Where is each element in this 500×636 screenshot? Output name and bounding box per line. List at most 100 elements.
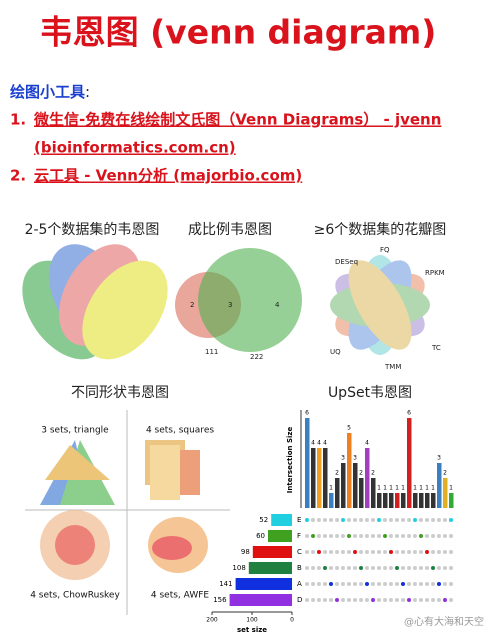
matrix-dot [335,534,339,538]
caption: UpSet韦恩图 [328,385,412,401]
matrix-dot [323,550,327,554]
bar [443,478,448,508]
matrix-dot [437,518,441,522]
matrix-dot [383,566,387,570]
matrix-dot [389,598,393,602]
matrix-dot [383,598,387,602]
matrix-dot [425,518,429,522]
tools-label: 绘图小工具: [10,83,90,101]
label: 111 [205,348,218,356]
matrix-dot [365,550,369,554]
bar [371,478,376,508]
bar [407,418,412,508]
set-label: B [297,564,302,572]
bar [437,463,442,508]
matrix-dot [329,534,333,538]
matrix-dot [449,582,453,586]
set-bar [248,562,292,574]
matrix-dot [305,566,309,570]
matrix-dot [401,598,405,602]
value-label: 1 [395,485,399,492]
matrix-dot [401,566,405,570]
value-label: 2 [371,470,375,477]
label: TC [431,344,441,352]
value-label: 1 [419,485,423,492]
link[interactable]: (bioinformatics.com.cn) [34,139,236,157]
matrix-dot [335,566,339,570]
bar [359,478,364,508]
matrix-dot [437,582,441,586]
label: 4 sets, ChowRuskey [30,591,120,601]
caption: 成比例韦恩图 [188,222,272,238]
matrix-dot [341,518,345,522]
value-label: 4 [311,440,315,447]
link[interactable]: 微生信-免费在线绘制文氏图（Venn Diagrams） - jvenn [33,111,441,129]
label: 4 sets, AWFE [151,591,209,601]
matrix-dot [395,518,399,522]
matrix-dot [329,550,333,554]
value-label: 60 [256,532,265,540]
bar [341,463,346,508]
bar [317,448,322,508]
caption: 2-5个数据集的韦恩图 [25,221,160,238]
matrix-dot [449,518,453,522]
matrix-dot [323,582,327,586]
set-label: C [297,548,302,556]
matrix-dot [311,582,315,586]
value-label: 1 [413,485,417,492]
bar [347,433,352,508]
matrix-dot [311,534,315,538]
matrix-dot [353,566,357,570]
value-label: 1 [389,485,393,492]
matrix-dot [413,582,417,586]
label: FQ [380,246,390,254]
value-label: 5 [347,425,351,432]
label: 222 [250,353,263,361]
value-label: 1 [425,485,429,492]
matrix-dot [347,534,351,538]
matrix-dot [347,518,351,522]
matrix-dot [449,534,453,538]
matrix-dot [377,518,381,522]
watermark: @心有大海和天空 [404,615,484,628]
value-label: 4 [317,440,321,447]
item-number: 2. [10,167,26,185]
value-label: 2 [335,470,339,477]
matrix-dot [449,566,453,570]
matrix-dot [419,534,423,538]
value-label: 6 [305,410,309,417]
value-label: 6 [407,410,411,417]
value-label: 1 [431,485,435,492]
bar [413,493,418,508]
link[interactable]: 云工具 - Venn分析 (majorbio.com) [34,167,302,185]
matrix-dot [413,566,417,570]
matrix-dot [431,566,435,570]
matrix-dot [371,582,375,586]
matrix-dot [413,534,417,538]
matrix-dot [443,598,447,602]
matrix-dot [347,582,351,586]
matrix-dot [395,598,399,602]
matrix-dot [395,582,399,586]
matrix-dot [305,598,309,602]
matrix-dot [419,582,423,586]
matrix-dot [389,518,393,522]
matrix-dot [311,566,315,570]
matrix-dot [329,598,333,602]
set-label: A [297,580,302,588]
matrix-dot [311,550,315,554]
matrix-dot [329,582,333,586]
matrix-dot [359,598,363,602]
matrix-dot [323,598,327,602]
matrix-dot [317,518,321,522]
matrix-dot [377,534,381,538]
matrix-dot [341,566,345,570]
matrix-dot [425,534,429,538]
bar [305,418,310,508]
value-label: 52 [259,516,268,524]
matrix-dot [347,550,351,554]
venn-4 [22,244,168,360]
matrix-dot [377,598,381,602]
matrix-dot [359,518,363,522]
